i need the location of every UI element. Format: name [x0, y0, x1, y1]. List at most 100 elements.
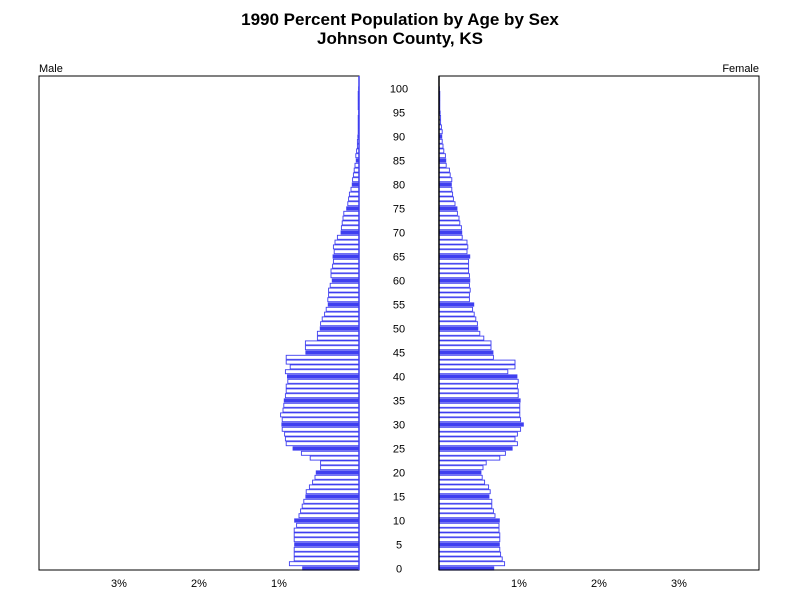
age-label-70: 70 [393, 228, 405, 240]
male-bar-age-90 [357, 134, 359, 139]
female-bar-age-36 [438, 393, 519, 399]
female-bar-age-79 [438, 186, 453, 192]
female-bar-age-73 [438, 215, 460, 221]
female-bar-age-23 [438, 455, 501, 461]
male-bar-age-76 [347, 201, 360, 207]
male-bar-age-8 [293, 527, 360, 533]
male-bar-age-17 [308, 484, 360, 490]
female-bar-age-72 [438, 220, 461, 226]
male-bar-age-60 [331, 278, 359, 283]
male-bar-age-56 [327, 297, 360, 303]
female-bar-age-12 [438, 508, 494, 514]
age-label-45: 45 [393, 348, 405, 360]
male-bar-age-35 [283, 398, 359, 403]
female-bar-age-25 [439, 446, 513, 451]
male-bar-age-4 [293, 546, 360, 552]
female-bar-age-62 [438, 268, 470, 274]
age-label-5: 5 [396, 540, 402, 552]
female-bar-age-54 [438, 306, 474, 312]
male-bar-age-47 [304, 340, 360, 346]
male-bar-age-9 [296, 522, 360, 528]
female-bar-age-60 [439, 278, 471, 283]
male-bar-age-78 [348, 191, 360, 197]
male-bar-age-2 [293, 556, 360, 562]
chart-title: 1990 Percent Population by Age by Sex [241, 10, 559, 29]
female-bar-age-28 [438, 431, 518, 437]
male-bar-age-40 [287, 374, 359, 379]
male-bar-age-74 [343, 210, 360, 216]
female-x-tick-2: 2% [591, 578, 607, 590]
female-x-tick-3: 3% [671, 578, 687, 590]
female-x-tick-1: 1% [511, 578, 527, 590]
female-bar-age-41 [438, 369, 509, 375]
female-bar-age-37 [438, 388, 519, 394]
female-bar-age-3 [438, 551, 502, 557]
age-label-100: 100 [390, 84, 408, 96]
male-bar-age-77 [348, 196, 360, 202]
age-label-35: 35 [393, 396, 405, 408]
male-bar-age-0 [302, 566, 359, 571]
female-bar-age-70 [439, 230, 463, 235]
age-label-20: 20 [393, 468, 405, 480]
male-bar-age-14 [303, 498, 360, 504]
female-bar-age-21 [438, 465, 484, 471]
age-label-65: 65 [393, 252, 405, 264]
male-bar-age-24 [300, 450, 360, 456]
male-bar-age-85 [355, 158, 359, 163]
male-bar-age-27 [284, 436, 360, 442]
age-label-15: 15 [393, 492, 405, 504]
male-bar-age-63 [332, 263, 360, 269]
male-bar-age-1 [288, 561, 360, 567]
male-bar-age-44 [285, 354, 360, 360]
male-bar-age-42 [289, 364, 360, 370]
female-bar-age-2 [438, 556, 503, 562]
male-bar-age-37 [285, 388, 360, 394]
male-bar-age-11 [298, 513, 360, 519]
female-bar-age-20 [439, 470, 482, 475]
male-bar-age-22 [320, 460, 360, 466]
female-bar-age-74 [438, 210, 458, 216]
female-bar-age-42 [438, 364, 516, 370]
female-bars-group [438, 86, 524, 571]
age-label-75: 75 [393, 204, 405, 216]
male-bar-age-21 [320, 465, 360, 471]
female-bar-age-49 [438, 330, 481, 336]
male-bar-age-5 [294, 542, 359, 547]
male-bar-age-12 [300, 508, 360, 514]
female-bar-age-81 [438, 177, 453, 183]
male-panel-label: Male [39, 63, 63, 75]
female-bar-age-75 [439, 206, 458, 211]
male-bar-age-48 [316, 335, 360, 341]
male-bar-age-64 [332, 258, 360, 264]
female-bar-age-66 [438, 249, 468, 255]
axes-group [38, 75, 760, 571]
male-bar-age-61 [330, 273, 360, 279]
male-bar-age-33 [282, 407, 360, 413]
female-bar-age-30 [439, 422, 524, 427]
female-bar-age-80 [439, 182, 452, 187]
male-bar-age-15 [305, 494, 359, 499]
male-bar-age-73 [342, 215, 360, 221]
age-label-40: 40 [393, 372, 405, 384]
age-label-95: 95 [393, 108, 405, 120]
male-bar-age-6 [293, 537, 360, 543]
female-bar-age-76 [438, 201, 456, 207]
male-bar-age-68 [334, 239, 360, 245]
male-bar-age-52 [321, 316, 360, 322]
female-bar-age-6 [438, 537, 501, 543]
male-bar-age-45 [305, 350, 359, 355]
female-bar-age-95 [439, 110, 441, 115]
female-bar-age-38 [438, 383, 518, 389]
male-bar-age-70 [340, 230, 359, 235]
female-bar-age-1 [438, 561, 506, 567]
male-bar-age-28 [284, 431, 360, 437]
female-bar-age-45 [439, 350, 494, 355]
female-bar-age-19 [438, 474, 483, 480]
female-bar-age-44 [438, 354, 494, 360]
female-bar-age-63 [438, 263, 470, 269]
age-label-25: 25 [393, 444, 405, 456]
male-bar-age-7 [293, 532, 360, 538]
female-bar-age-51 [438, 321, 478, 327]
female-bar-age-48 [438, 335, 485, 341]
male-bar-age-16 [305, 489, 360, 495]
